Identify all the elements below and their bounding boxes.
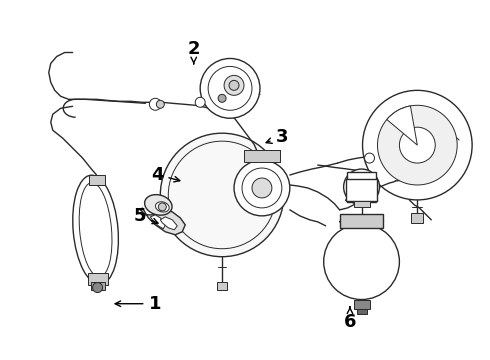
Text: 1: 1 <box>115 295 161 313</box>
Circle shape <box>160 133 284 257</box>
Circle shape <box>399 127 435 163</box>
Ellipse shape <box>155 202 169 212</box>
Circle shape <box>93 283 102 293</box>
Text: 6: 6 <box>343 307 356 330</box>
Circle shape <box>158 203 166 211</box>
Text: 5: 5 <box>134 207 158 225</box>
Circle shape <box>234 160 290 216</box>
Circle shape <box>218 94 226 102</box>
Polygon shape <box>150 215 165 229</box>
Bar <box>345 179 377 201</box>
Text: 4: 4 <box>151 166 180 184</box>
Bar <box>91 282 104 289</box>
Circle shape <box>365 153 374 163</box>
Circle shape <box>324 224 399 300</box>
Bar <box>354 300 369 310</box>
Circle shape <box>208 67 252 110</box>
Wedge shape <box>387 106 417 145</box>
Text: 3: 3 <box>266 128 288 146</box>
Bar <box>357 309 367 315</box>
Circle shape <box>224 75 244 95</box>
Circle shape <box>195 97 205 107</box>
Ellipse shape <box>145 195 172 215</box>
Bar <box>88 273 107 285</box>
Bar <box>346 172 376 202</box>
Bar <box>340 214 384 228</box>
Circle shape <box>252 178 272 198</box>
Polygon shape <box>160 217 177 230</box>
Ellipse shape <box>73 175 119 284</box>
Bar <box>412 213 423 223</box>
Circle shape <box>229 80 239 90</box>
Ellipse shape <box>79 183 112 277</box>
Circle shape <box>343 169 379 205</box>
Bar <box>217 282 227 289</box>
Bar <box>89 175 104 185</box>
Circle shape <box>242 168 282 208</box>
Bar <box>354 201 369 207</box>
Circle shape <box>149 98 161 110</box>
Polygon shape <box>141 208 185 235</box>
Circle shape <box>363 90 472 200</box>
Circle shape <box>377 105 457 185</box>
Text: 2: 2 <box>188 40 200 64</box>
Bar <box>244 150 280 162</box>
Circle shape <box>156 100 164 108</box>
Circle shape <box>200 58 260 118</box>
Circle shape <box>168 141 276 249</box>
